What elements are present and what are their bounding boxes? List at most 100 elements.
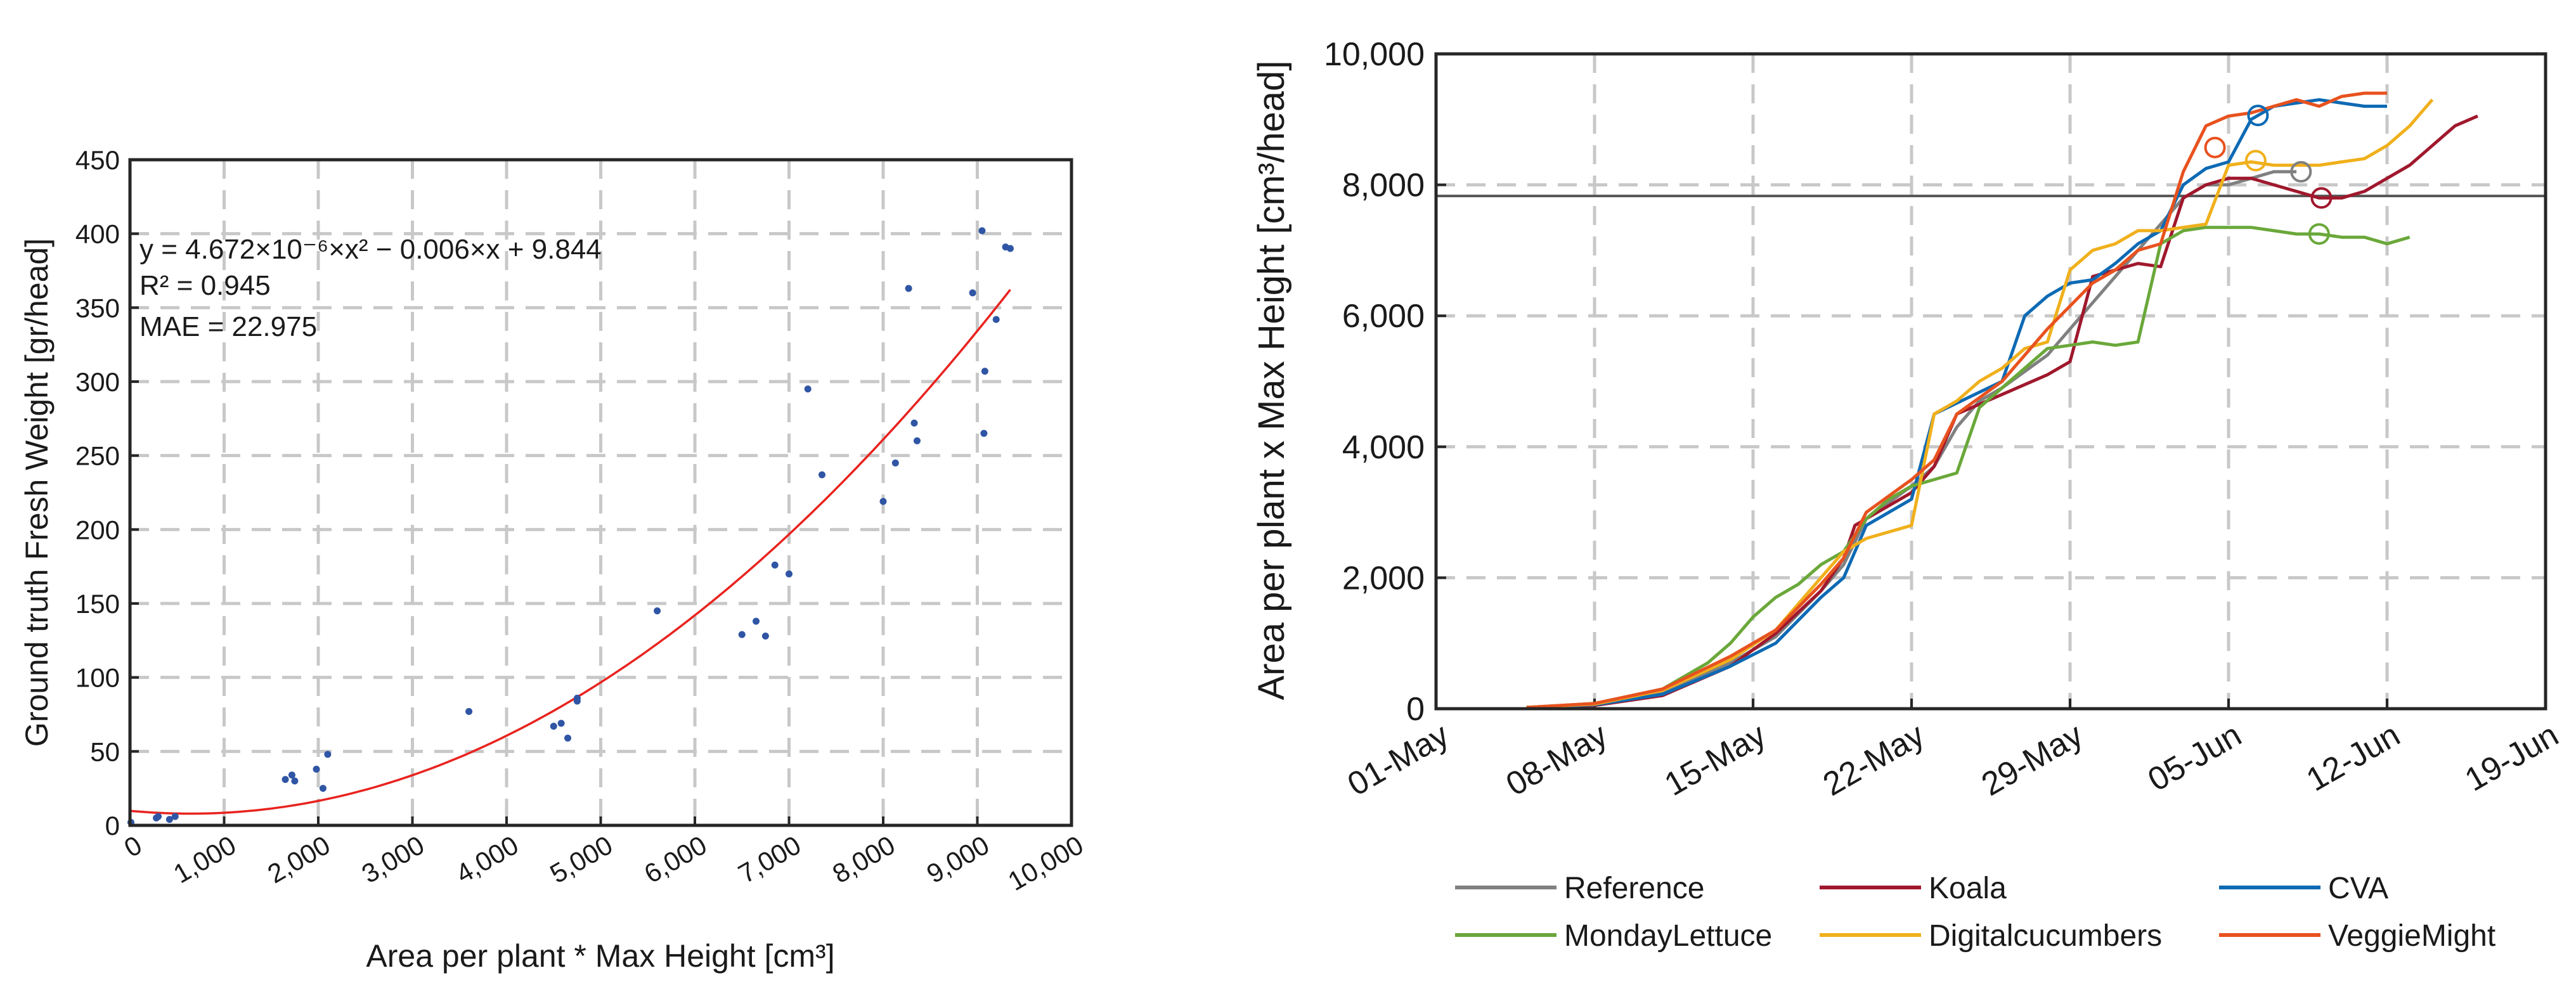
x-tick-label: 8,000 (827, 830, 900, 889)
y-tick-label: 4,000 (1342, 429, 1425, 466)
data-point (879, 498, 887, 505)
series-marker-reference (2290, 160, 2312, 183)
data-point (771, 561, 779, 569)
data-point (465, 707, 473, 715)
legend-label-mondaylettuce: MondayLettuce (1564, 919, 1772, 953)
data-point (155, 813, 162, 820)
x-tick-label: 22-May (1817, 716, 1931, 803)
legend-label-veggiemight: VeggieMight (2328, 919, 2495, 953)
x-tick-label: 5,000 (545, 830, 618, 889)
y-tick-label: 200 (75, 515, 120, 545)
line-plot-frame (1434, 52, 2547, 711)
y-tick-label: 8,000 (1342, 167, 1425, 204)
y-tick-label: 0 (105, 811, 120, 841)
y-tick-label: 250 (75, 441, 120, 471)
legend-label-cva: CVA (2328, 872, 2388, 905)
scatter-y-axis-label: Ground truth Fresh Weight [gr/head] (19, 238, 55, 747)
x-tick-label: 7,000 (733, 830, 806, 889)
legend-label-digitalcucumbers: Digitalcucumbers (1929, 919, 2162, 953)
data-point (913, 437, 921, 444)
x-tick-label: 4,000 (451, 830, 524, 889)
scatter-chart: 0 1,000 2,000 3,000 4,000 5,000 6,000 7,000 8,00… (19, 145, 1089, 974)
scatter-plot-frame (128, 158, 1073, 827)
line-legend: Reference Koala CVA MondayLettuce Digitalcuc… (1455, 872, 2495, 953)
x-tick-label: 1,000 (168, 830, 241, 889)
data-point (1006, 245, 1014, 252)
line-plot-area (1434, 52, 2547, 711)
series-marker-mondaylettuce (2308, 223, 2330, 245)
x-tick-label: 10,000 (1003, 830, 1089, 896)
y-tick-label: 100 (75, 663, 120, 693)
scatter-points (127, 227, 1014, 826)
series-marker-koala (2310, 187, 2333, 209)
data-point (761, 632, 769, 640)
x-tick-label: 12-Jun (2300, 716, 2406, 799)
scatter-fit-curve (129, 288, 1011, 815)
y-tick-label: 2,000 (1342, 560, 1425, 597)
legend-label-koala: Koala (1929, 872, 2007, 905)
y-tick-label: 400 (75, 219, 120, 249)
y-tick-label: 350 (75, 293, 120, 323)
x-tick-label: 15-May (1659, 716, 1772, 803)
x-tick-label: 29-May (1976, 716, 2089, 803)
scatter-mae: MAE = 22.975 (139, 311, 317, 342)
data-point (171, 813, 179, 820)
y-tick-label: 150 (75, 589, 120, 619)
y-tick-label: 300 (75, 367, 120, 397)
x-tick-label: 3,000 (356, 830, 429, 889)
data-point (910, 419, 918, 427)
data-point (557, 719, 565, 727)
data-point (550, 723, 557, 730)
line-series (1526, 91, 2478, 709)
data-point (786, 570, 793, 577)
y-tick-label: 50 (90, 737, 120, 766)
fit-curve (129, 288, 1011, 815)
x-tick-label: 19-Jun (2459, 716, 2565, 799)
data-point (319, 785, 327, 792)
series-line-mondaylettuce (1526, 226, 2411, 709)
data-point (804, 385, 812, 393)
data-point (818, 471, 825, 479)
data-point (981, 368, 988, 375)
y-tick-label: 10,000 (1324, 36, 1425, 73)
x-tick-label: 05-Jun (2142, 716, 2248, 799)
data-point (753, 617, 760, 625)
series-line-digitalcucumbers (1526, 98, 2434, 709)
x-tick-label: 6,000 (639, 830, 712, 889)
data-point (905, 285, 912, 292)
line-y-axis-label: Area per plant x Max Height [cm³/head] (1251, 60, 1292, 700)
series-marker-cva (2247, 105, 2269, 127)
x-tick-label: 9,000 (921, 830, 994, 889)
data-point (324, 751, 332, 758)
data-point (282, 776, 289, 784)
data-point (738, 631, 746, 638)
data-point (891, 459, 899, 467)
y-tick-label: 6,000 (1342, 298, 1425, 335)
x-tick-label: 0 (119, 830, 147, 863)
data-point (288, 771, 295, 779)
data-point (978, 227, 986, 235)
data-point (969, 289, 976, 297)
series-marker-digitalcucumbers (2244, 150, 2267, 172)
series-line-veggiemight (1526, 91, 2387, 709)
data-point (573, 697, 581, 705)
y-tick-label: 0 (1406, 691, 1425, 728)
data-point (564, 734, 572, 742)
data-point (165, 816, 173, 823)
legend-label-reference: Reference (1564, 872, 1704, 905)
scatter-grid (130, 160, 1071, 825)
x-tick-label: 08-May (1500, 716, 1614, 803)
scatter-r2: R² = 0.945 (139, 270, 271, 301)
data-point (654, 607, 661, 615)
data-point (980, 430, 988, 437)
data-point (291, 777, 299, 785)
scatter-x-axis-label: Area per plant * Max Height [cm³] (366, 938, 834, 974)
x-tick-label: 2,000 (262, 830, 335, 889)
data-point (313, 765, 320, 773)
y-tick-label: 450 (75, 145, 120, 175)
series-marker-veggiemight (2204, 136, 2226, 158)
scatter-equation: y = 4.672×10⁻⁶×x² − 0.006×x + 9.844 (139, 234, 602, 265)
x-tick-label: 01-May (1342, 716, 1455, 803)
line-chart: 01-May 08-May 15-May 22-May 29-May 05-Jun 12-J… (1251, 36, 2565, 953)
